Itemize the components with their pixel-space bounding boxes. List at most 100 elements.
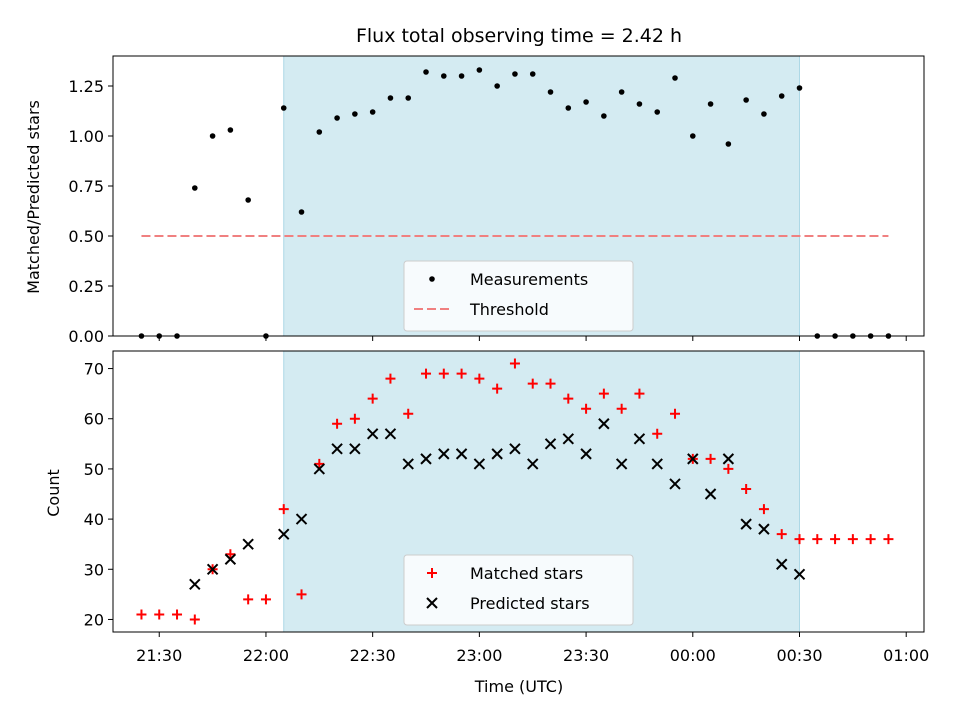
matched-star-point [189, 614, 200, 625]
chart-title: Flux total observing time = 2.42 h [356, 25, 682, 47]
top-y-tick-label: 1.25 [68, 77, 104, 96]
legend-measurement-marker [429, 276, 435, 282]
predicted-star-point [598, 418, 610, 430]
matched-star-point [705, 453, 716, 464]
measurement-point [796, 85, 803, 91]
x-tick-label: 23:30 [563, 646, 609, 665]
matched-star-point [634, 388, 645, 399]
predicted-star-point [651, 458, 663, 470]
x-tick-label: 21:30 [136, 646, 182, 665]
bottom-legend [403, 554, 634, 626]
bottom-y-axis-label: Count [44, 469, 63, 517]
measurement-point [601, 113, 607, 119]
matched-star-point [296, 589, 307, 600]
predicted-star-point [544, 438, 557, 450]
matched-star-point [332, 418, 343, 429]
predicted-star-point [242, 538, 254, 550]
matched-star-point [581, 403, 592, 414]
matched-star-point [278, 504, 289, 515]
predicted-star-point [366, 428, 379, 440]
measurement-point [423, 69, 429, 75]
measurement-point [547, 89, 554, 95]
measurement-point [476, 67, 483, 73]
matched-star-point [136, 609, 147, 620]
matched-star-point [314, 458, 325, 469]
measurement-point [565, 105, 572, 111]
measurement-point [689, 133, 696, 139]
matched-star-point [776, 529, 787, 540]
measurement-point [672, 75, 678, 81]
matched-star-point [830, 534, 841, 545]
x-tick-label: 01:00 [883, 646, 929, 665]
predicted-star-point [562, 433, 575, 445]
matched-star-point [492, 383, 503, 394]
top-y-axis-label: Matched/Predicted stars [24, 100, 43, 294]
matched-star-point [403, 408, 414, 419]
matched-star-point [563, 393, 574, 404]
matched-star-point [367, 393, 378, 404]
measurement-point [316, 129, 323, 135]
predicted-star-point [224, 553, 237, 565]
matched-star-point [545, 378, 556, 389]
measurement-point [334, 115, 340, 121]
predicted-star-point [278, 528, 290, 540]
matched-star-point [598, 388, 609, 399]
bottom-y-tick-label: 40 [84, 510, 104, 529]
matched-star-point [758, 504, 769, 515]
measurement-point [618, 89, 625, 95]
matched-star-point [260, 594, 271, 605]
measurement-point [743, 97, 749, 103]
matched-star-point [438, 368, 449, 379]
x-axis-label: Time (UTC) [474, 677, 563, 696]
top-y-tick-label: 1.00 [68, 127, 104, 146]
predicted-star-point [776, 558, 788, 570]
predicted-star-point [509, 443, 521, 455]
top-axes-frame [112, 55, 925, 337]
legend-label-measurements: Measurements [470, 270, 588, 289]
measurement-point [725, 141, 732, 147]
matched-star-point [456, 368, 467, 379]
matched-star-point [225, 549, 236, 560]
top-y-tick-label: 0.50 [68, 227, 104, 246]
predicted-star-point [758, 523, 770, 535]
predicted-star-point [740, 518, 752, 530]
x-tick-label: 22:00 [243, 646, 289, 665]
measurement-point [387, 95, 394, 101]
matched-star-point [474, 373, 485, 384]
measurement-point [707, 101, 714, 107]
measurement-point [369, 109, 376, 115]
top-y-tick-label: 0.25 [68, 277, 104, 296]
bottom-y-tick-label: 50 [84, 460, 104, 479]
measurement-point [352, 111, 358, 117]
matched-star-point [243, 594, 254, 605]
measurement-point [192, 185, 198, 191]
predicted-star-point [491, 448, 503, 460]
predicted-star-point [455, 448, 468, 460]
matched-star-point [509, 358, 520, 369]
predicted-star-point [793, 568, 806, 581]
matched-star-point [723, 463, 734, 474]
predicted-star-point [704, 488, 717, 500]
top-legend [403, 260, 634, 332]
matched-star-point [172, 609, 183, 620]
matched-star-point [421, 368, 432, 379]
legend-matched-marker [427, 568, 437, 578]
predicted-star-point [313, 463, 326, 475]
legend-predicted-marker [426, 597, 438, 609]
matched-star-point [865, 534, 876, 545]
matched-star-point [652, 428, 663, 439]
predicted-star-point [402, 458, 414, 470]
legend-label-threshold: Threshold [469, 300, 549, 319]
measurement-point [209, 133, 216, 139]
predicted-star-point [527, 458, 539, 470]
matched-star-point [670, 408, 681, 419]
measurement-point [405, 95, 412, 101]
matched-star-point [385, 373, 396, 384]
measurement-point [583, 99, 589, 105]
predicted-star-point [580, 448, 592, 460]
matched-star-point [794, 534, 805, 545]
measurement-point [441, 73, 447, 79]
measurement-point [654, 109, 661, 115]
predicted-star-point [615, 458, 628, 470]
